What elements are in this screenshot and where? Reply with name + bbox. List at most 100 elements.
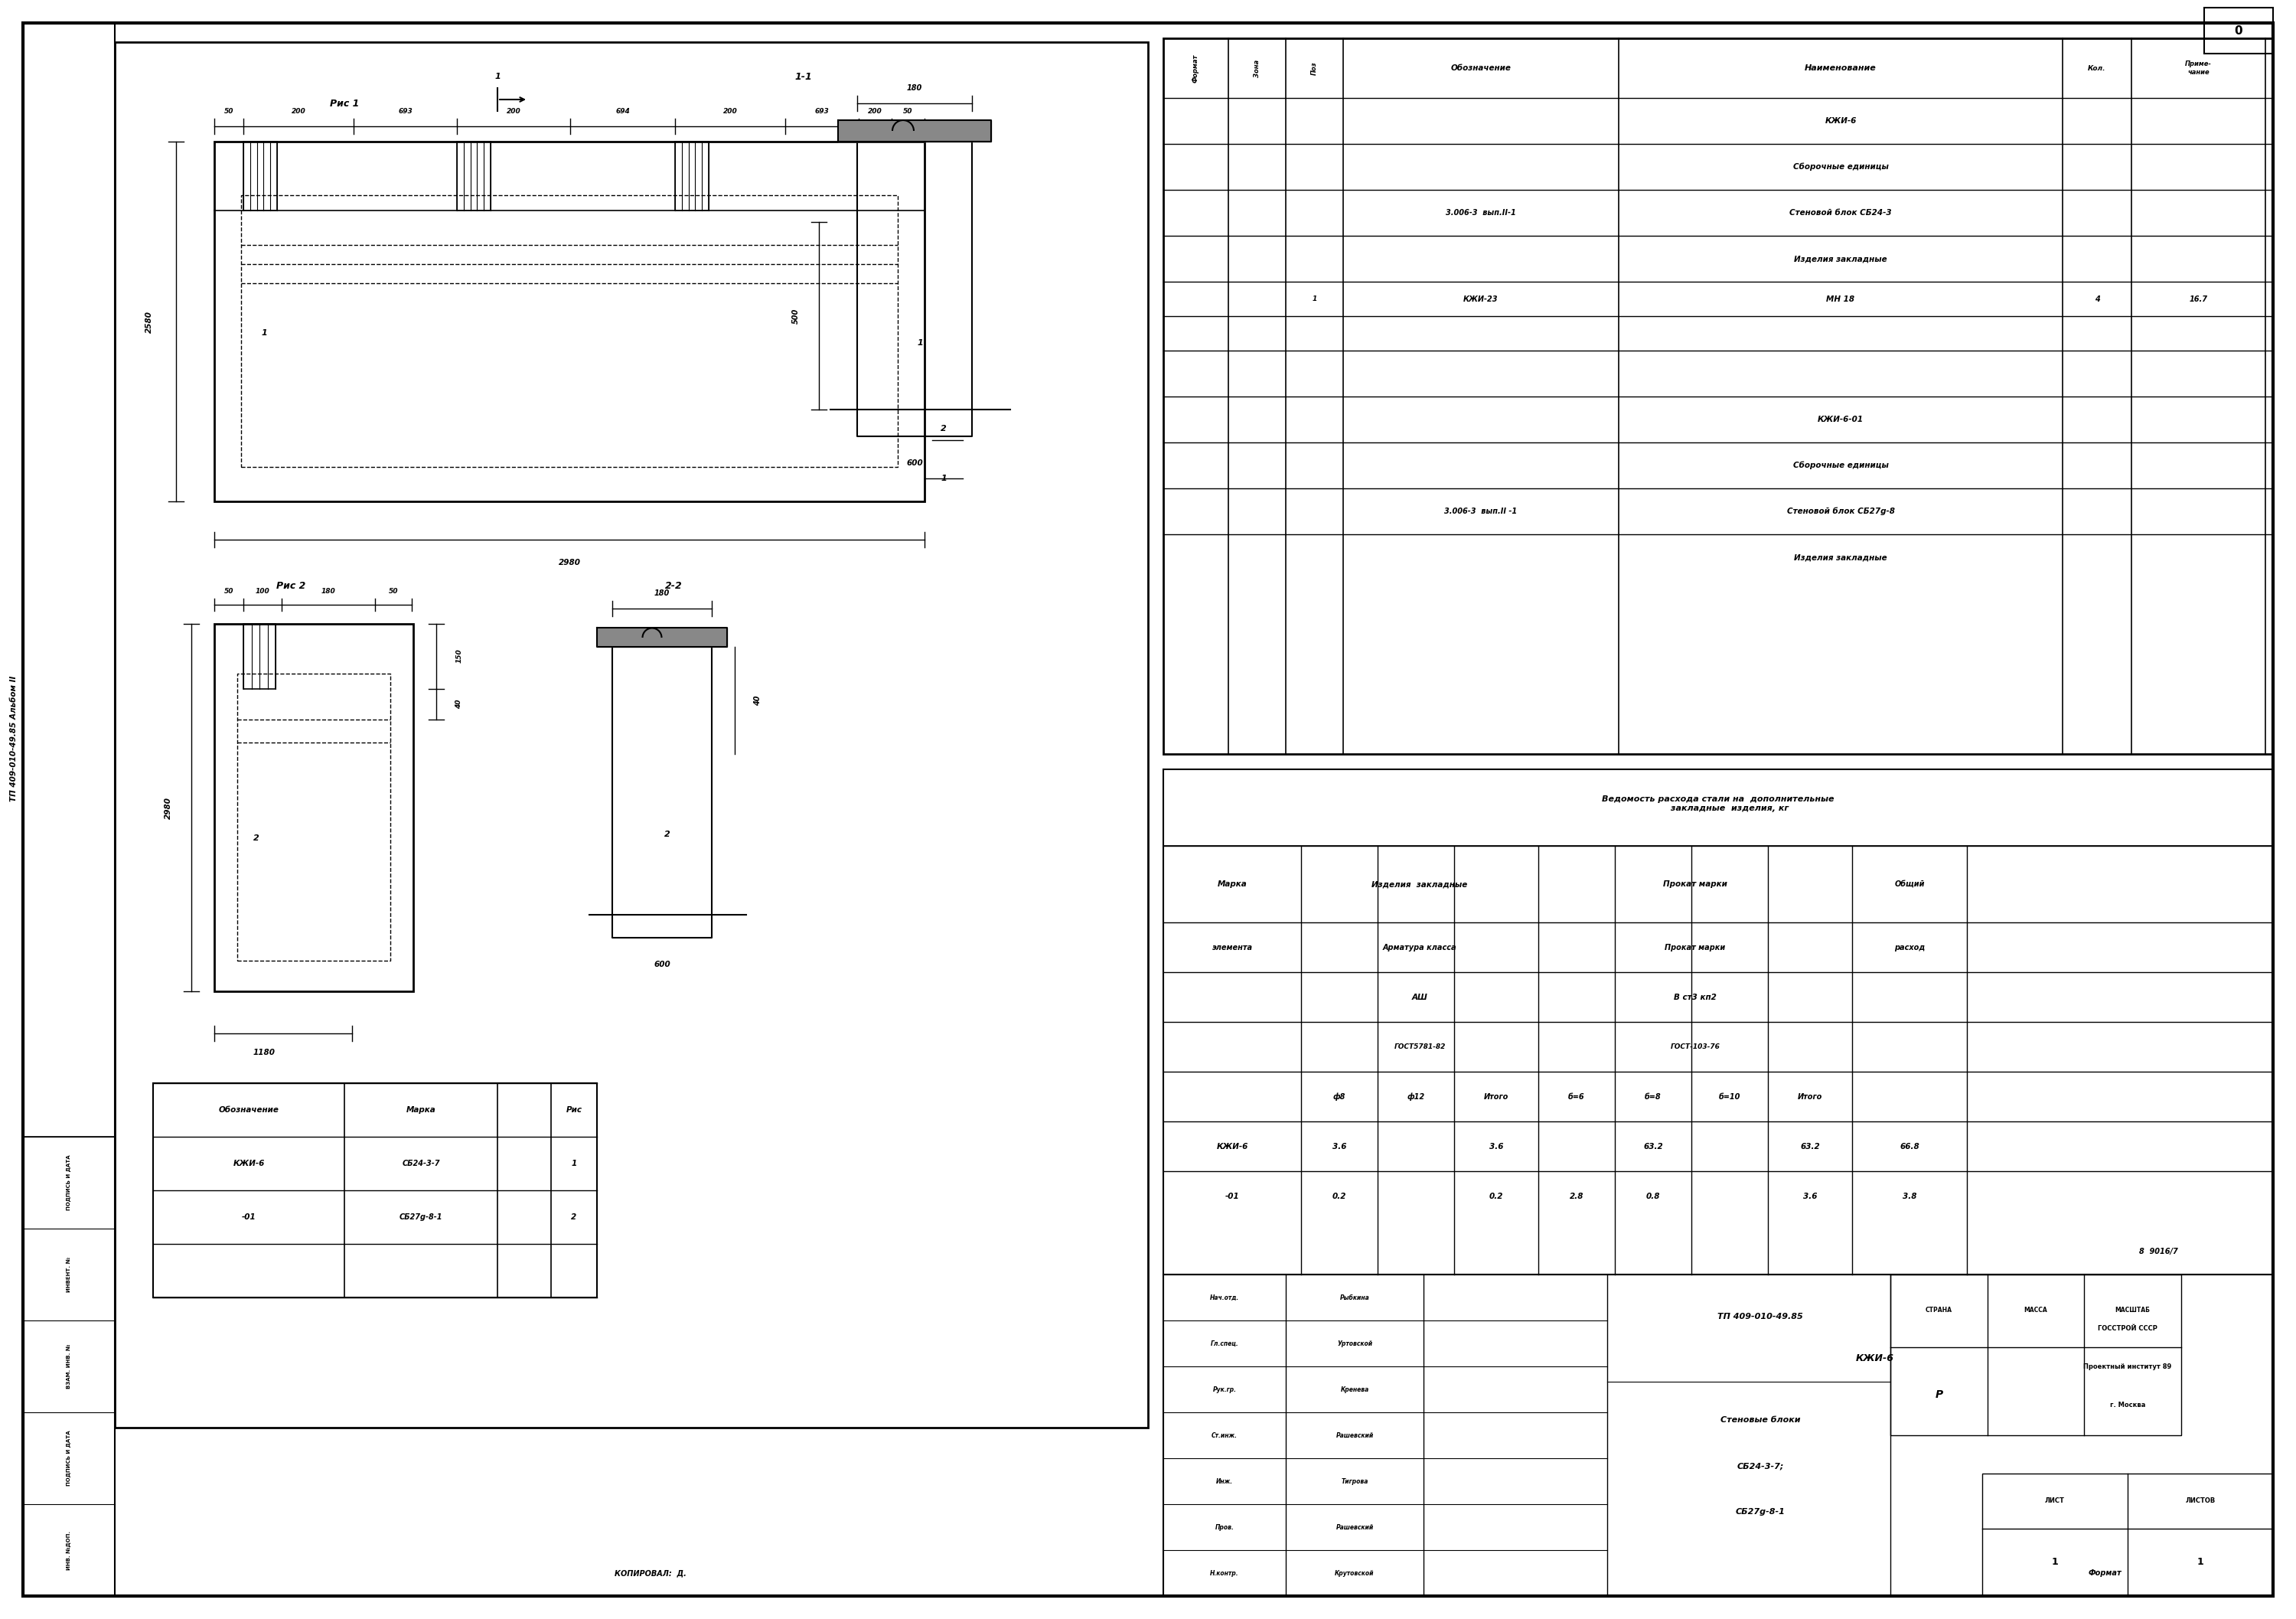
Text: 63.2: 63.2	[1800, 1143, 1821, 1149]
Text: ТП 409-010-49.85: ТП 409-010-49.85	[1717, 1313, 1802, 1321]
Text: б=6: б=6	[1568, 1093, 1584, 1101]
Text: Марка: Марка	[406, 1106, 436, 1114]
Text: Стеновые блоки: Стеновые блоки	[1720, 1417, 1800, 1423]
Text: 3.6: 3.6	[1332, 1143, 1345, 1149]
Text: 180: 180	[321, 588, 335, 594]
Text: Рашевский: Рашевский	[1336, 1431, 1373, 1439]
Text: Обозначение: Обозначение	[1451, 65, 1511, 71]
Text: 50: 50	[225, 588, 234, 594]
Text: Марка: Марка	[1217, 881, 1247, 887]
Text: ИНВ. №ДОП.: ИНВ. №ДОП.	[67, 1530, 71, 1570]
Text: ПОДПИСЬ И ДАТА: ПОДПИСЬ И ДАТА	[67, 1431, 71, 1486]
Text: 0.2: 0.2	[1490, 1192, 1504, 1200]
Polygon shape	[597, 628, 728, 648]
Text: КЖИ-6: КЖИ-6	[1825, 117, 1857, 125]
Text: б=10: б=10	[1720, 1093, 1740, 1101]
Bar	[243, 141, 278, 210]
Text: Рис 2: Рис 2	[276, 581, 305, 591]
Text: МН 18: МН 18	[1825, 295, 1855, 303]
Text: КЖИ-23: КЖИ-23	[1463, 295, 1499, 303]
Text: 2-2: 2-2	[666, 581, 682, 591]
Text: 200: 200	[868, 107, 882, 115]
Text: -01: -01	[241, 1213, 255, 1221]
Text: 1-1: 1-1	[794, 71, 813, 81]
Text: 1: 1	[2053, 1557, 2057, 1567]
Bar	[1981, 1473, 2273, 1596]
Text: б=8: б=8	[1644, 1093, 1662, 1101]
Text: 2: 2	[572, 1213, 576, 1221]
Text: Изделия закладные: Изделия закладные	[1793, 254, 1887, 262]
Text: Инж.: Инж.	[1217, 1478, 1233, 1485]
Text: 600: 600	[654, 960, 670, 968]
Polygon shape	[838, 120, 992, 141]
Text: ф12: ф12	[1407, 1093, 1426, 1101]
Text: Кол.: Кол.	[2087, 65, 2105, 71]
Text: СБ27g-8-1: СБ27g-8-1	[400, 1213, 443, 1221]
Text: Поз: Поз	[1311, 62, 1318, 74]
Text: КОПИРОВАЛ:  Д.: КОПИРОВАЛ: Д.	[615, 1569, 687, 1577]
Text: г. Москва: г. Москва	[2110, 1400, 2144, 1409]
Bar	[236, 674, 390, 960]
Text: -01: -01	[1226, 1192, 1240, 1200]
Text: элемента: элемента	[1212, 944, 1254, 950]
Text: Стеновой блок СБ27g-8: Стеновой блок СБ27g-8	[1786, 507, 1894, 515]
Text: 200: 200	[723, 107, 737, 115]
Text: 694: 694	[615, 107, 629, 115]
Text: 3.8: 3.8	[1903, 1192, 1917, 1200]
Bar	[115, 42, 1148, 1428]
Bar	[154, 1083, 597, 1297]
Text: 693: 693	[397, 107, 413, 115]
Bar	[23, 1137, 115, 1596]
Text: 0.2: 0.2	[1332, 1192, 1345, 1200]
Bar	[613, 648, 712, 915]
Text: Кренева: Кренева	[1341, 1386, 1368, 1392]
Text: Проектный институт 89: Проектный институт 89	[2082, 1363, 2172, 1370]
Text: Обозначение: Обозначение	[218, 1106, 278, 1114]
Text: СТРАНА: СТРАНА	[1926, 1307, 1952, 1313]
Bar	[1164, 769, 2273, 1274]
Text: Рашевский: Рашевский	[1336, 1523, 1373, 1530]
Text: ГОССТРОЙ СССР: ГОССТРОЙ СССР	[2099, 1324, 2158, 1331]
Text: Стеновой блок СБ24-3: Стеновой блок СБ24-3	[1789, 209, 1892, 217]
Text: 1: 1	[2197, 1557, 2204, 1567]
Text: Сборочные единицы: Сборочные единицы	[1793, 461, 1887, 470]
Text: 2: 2	[941, 424, 946, 432]
Text: Нач.отд.: Нач.отд.	[1210, 1294, 1240, 1302]
Text: ф8: ф8	[1334, 1093, 1345, 1101]
Bar	[214, 623, 413, 991]
Text: Гл.спец.: Гл.спец.	[1210, 1341, 1238, 1347]
Text: 3.6: 3.6	[1490, 1143, 1504, 1149]
Text: 2580: 2580	[145, 311, 154, 332]
Text: 3.006-3  вып.II -1: 3.006-3 вып.II -1	[1444, 507, 1518, 515]
Text: 180: 180	[654, 589, 670, 597]
Text: ВЗАМ. ИНВ. №: ВЗАМ. ИНВ. №	[67, 1344, 71, 1389]
Text: 1: 1	[572, 1159, 576, 1167]
Text: 63.2: 63.2	[1644, 1143, 1662, 1149]
Text: Итого: Итого	[1798, 1093, 1823, 1101]
Bar	[1164, 1274, 2273, 1596]
Text: Тигрова: Тигрова	[1341, 1478, 1368, 1485]
Text: ПОДПИСЬ И ДАТА: ПОДПИСЬ И ДАТА	[67, 1154, 71, 1211]
Bar	[856, 141, 971, 410]
Text: Ст.инж.: Ст.инж.	[1212, 1431, 1238, 1439]
Text: 2.8: 2.8	[1570, 1192, 1584, 1200]
Bar	[1164, 39, 2273, 754]
Text: Сборочные единицы: Сборочные единицы	[1793, 164, 1887, 172]
Text: 100: 100	[255, 588, 269, 594]
Text: 3.006-3  вып.II-1: 3.006-3 вып.II-1	[1446, 209, 1515, 217]
Text: 180: 180	[907, 84, 923, 92]
Bar	[1164, 845, 2273, 1274]
Text: 2: 2	[664, 831, 670, 839]
Text: 0.8: 0.8	[1646, 1192, 1660, 1200]
Text: ГОСТ-103-76: ГОСТ-103-76	[1671, 1043, 1720, 1051]
Text: 8  9016/7: 8 9016/7	[2140, 1248, 2177, 1255]
Bar	[2204, 8, 2273, 53]
Text: Рыбкина: Рыбкина	[1341, 1294, 1368, 1302]
Text: 150: 150	[457, 649, 464, 664]
Text: 693: 693	[815, 107, 829, 115]
Text: 200: 200	[507, 107, 521, 115]
Text: 200: 200	[292, 107, 305, 115]
Text: расход: расход	[1894, 944, 1924, 950]
Text: Формат: Формат	[2087, 1569, 2122, 1577]
Text: МАСШТАБ: МАСШТАБ	[2115, 1307, 2151, 1313]
